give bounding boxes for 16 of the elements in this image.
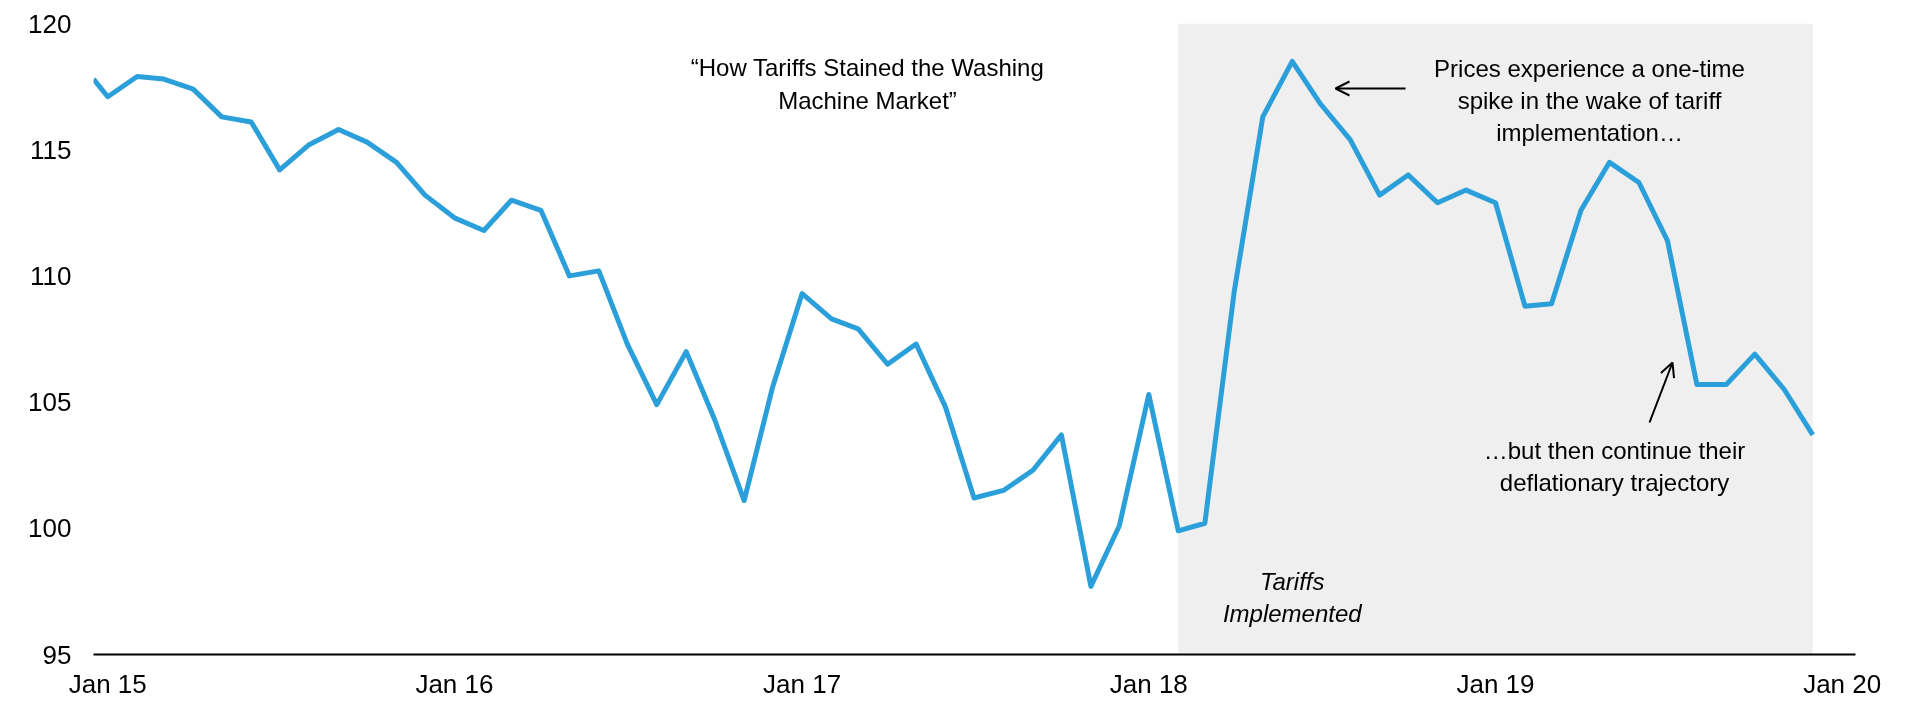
annotation: “How Tariffs Stained the Washing Machine Market”	[690, 54, 1044, 114]
y-tick-label: 105	[28, 387, 72, 418]
annotation: …but then continue their deflationary trajectory	[1483, 437, 1746, 496]
x-tick-label: Jan 16	[415, 668, 494, 699]
y-tick-label: 110	[30, 260, 72, 291]
x-tick-label: Jan 19	[1456, 668, 1535, 699]
y-tick-label: 120	[28, 8, 72, 39]
y-tick-label: 115	[30, 134, 72, 165]
x-tick-label: Jan 17	[763, 668, 842, 699]
y-tick-label: 100	[28, 513, 72, 544]
annotation: Prices experience a one-time spike in the wake of tariff implementation…	[1434, 55, 1745, 146]
band-label: Tariffs Implemented	[1222, 568, 1363, 627]
x-tick-label: Jan 20	[1803, 668, 1882, 699]
y-tick-label: 95	[42, 639, 72, 670]
x-tick-label: Jan 18	[1109, 668, 1188, 699]
x-tick-label: Jan 15	[68, 668, 147, 699]
